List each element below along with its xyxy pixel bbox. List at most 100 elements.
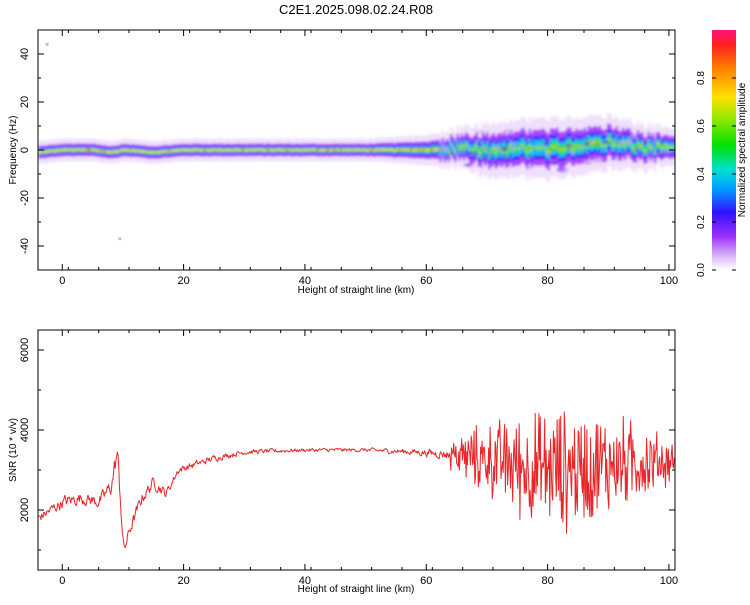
spectrogram-core: [290, 149, 294, 152]
spectrogram-core: [314, 148, 317, 151]
spectrogram-core: [46, 150, 50, 153]
spectrogram-core: [526, 150, 530, 154]
spectrogram-core: [575, 144, 578, 147]
spectrogram-core: [564, 146, 568, 150]
spectrogram-core: [409, 148, 413, 151]
spectrogram-blob: [552, 161, 560, 165]
spectrogram-core: [197, 148, 200, 151]
spectrogram-core: [303, 148, 307, 151]
spectrogram-core: [135, 150, 139, 153]
spectrogram-core: [358, 148, 362, 152]
spectrogram-core: [190, 149, 194, 152]
spectrogram-core: [305, 149, 309, 152]
spectrogram-core: [655, 143, 659, 146]
spectrogram-core: [292, 149, 296, 152]
spectrogram-core: [384, 148, 387, 151]
spectrogram-core: [630, 144, 634, 148]
spectrogram-core: [394, 149, 398, 152]
spectrogram-core: [539, 147, 542, 150]
spectrogram-core: [129, 149, 133, 153]
spectrogram-core: [159, 151, 162, 154]
spectrogram-core: [284, 148, 288, 151]
spectrogram-core: [460, 144, 464, 147]
spectrogram-core: [110, 150, 113, 154]
spectrogram-core: [420, 148, 423, 151]
spectrogram-core: [122, 148, 126, 152]
spectrogram-core: [250, 148, 254, 152]
spectrogram-core: [209, 149, 213, 152]
spectrogram-core: [490, 149, 493, 153]
spectrogram-core: [498, 147, 502, 150]
spectrogram-core: [277, 148, 281, 151]
spectrogram-core: [466, 145, 470, 149]
snr-frame: [37, 329, 676, 571]
spectrogram-core: [473, 147, 477, 151]
spectrogram-core: [67, 148, 71, 152]
spectrogram-core: [333, 148, 336, 152]
spectrogram-core: [252, 148, 256, 152]
spectrogram-core: [167, 150, 171, 153]
spectrogram-core: [449, 143, 453, 147]
spectrogram-core: [345, 149, 349, 152]
snr-plot-area: [38, 411, 675, 548]
spectrogram-blob: [622, 130, 630, 136]
spectrogram-core: [360, 148, 364, 152]
spectrogram-core: [390, 148, 394, 151]
spectrogram-core: [137, 149, 141, 152]
spectrogram-core: [411, 149, 415, 152]
spectrogram-core: [286, 148, 290, 152]
chart-title: C2E1.2025.098.02.24.R08: [279, 2, 433, 17]
spectrogram-core: [486, 146, 489, 150]
x-tick-label: 60: [420, 575, 432, 587]
spectrogram-core: [664, 144, 668, 148]
spectrogram-core: [454, 149, 457, 153]
spectrogram-core: [348, 148, 351, 151]
spectrogram-core: [604, 144, 608, 147]
colorbar-label: Normalized spectral amplitude: [737, 82, 748, 217]
colorbar-tick-label: 0.6: [696, 119, 707, 133]
spectrogram-core: [600, 144, 604, 147]
spectrogram-core: [69, 148, 73, 151]
spectrogram-core: [398, 148, 402, 152]
spectrogram-core: [415, 148, 419, 151]
spectrogram-core: [471, 149, 474, 153]
spectrogram-core: [536, 146, 540, 149]
spectrogram-core: [125, 149, 128, 152]
spectrogram-core: [195, 148, 198, 152]
spectrogram-core: [549, 145, 553, 148]
spectrogram-core: [320, 148, 324, 152]
spectrogram-core: [335, 148, 338, 151]
spectrogram-core: [573, 147, 576, 150]
spectrogram-core: [108, 151, 111, 154]
spectrogram-core: [156, 151, 160, 154]
spectrogram-core: [367, 149, 370, 152]
spectrogram-core: [551, 145, 555, 149]
spectrogram-core: [469, 149, 472, 152]
spectrogram-core: [670, 145, 674, 149]
spectrogram-core: [205, 148, 209, 151]
spectrogram-core: [199, 148, 203, 152]
y-tick-label: 40: [19, 48, 31, 60]
colorbar-gradient: [712, 30, 736, 270]
spectrogram-core: [309, 148, 313, 151]
spectrogram-core: [256, 148, 260, 151]
spectrogram-core: [426, 149, 430, 152]
spectrogram-blob: [493, 144, 501, 150]
spectrogram-core: [617, 144, 621, 147]
spectrogram-core: [643, 149, 646, 152]
colorbar-tick-label: 0.8: [696, 71, 707, 85]
spectrogram-core: [116, 150, 120, 153]
colorbar-tick-label: 0.0: [696, 263, 707, 277]
spectrogram-core: [82, 148, 86, 151]
colorbar: 0.0 0.2 0.4 0.6 0.8 Normalized spectral ampl…: [696, 30, 748, 277]
spectrogram-core: [150, 151, 154, 154]
spectrogram-core: [626, 141, 629, 144]
spectrogram-core: [203, 149, 207, 152]
spectrogram-core: [494, 151, 498, 154]
spectrogram-core: [95, 149, 99, 152]
spectrogram-core: [275, 148, 279, 151]
spectrogram-core: [392, 149, 396, 152]
colorbar-tick-label: 0.2: [696, 215, 707, 229]
spectrogram-core: [645, 148, 648, 152]
spectrogram-core: [585, 146, 589, 149]
